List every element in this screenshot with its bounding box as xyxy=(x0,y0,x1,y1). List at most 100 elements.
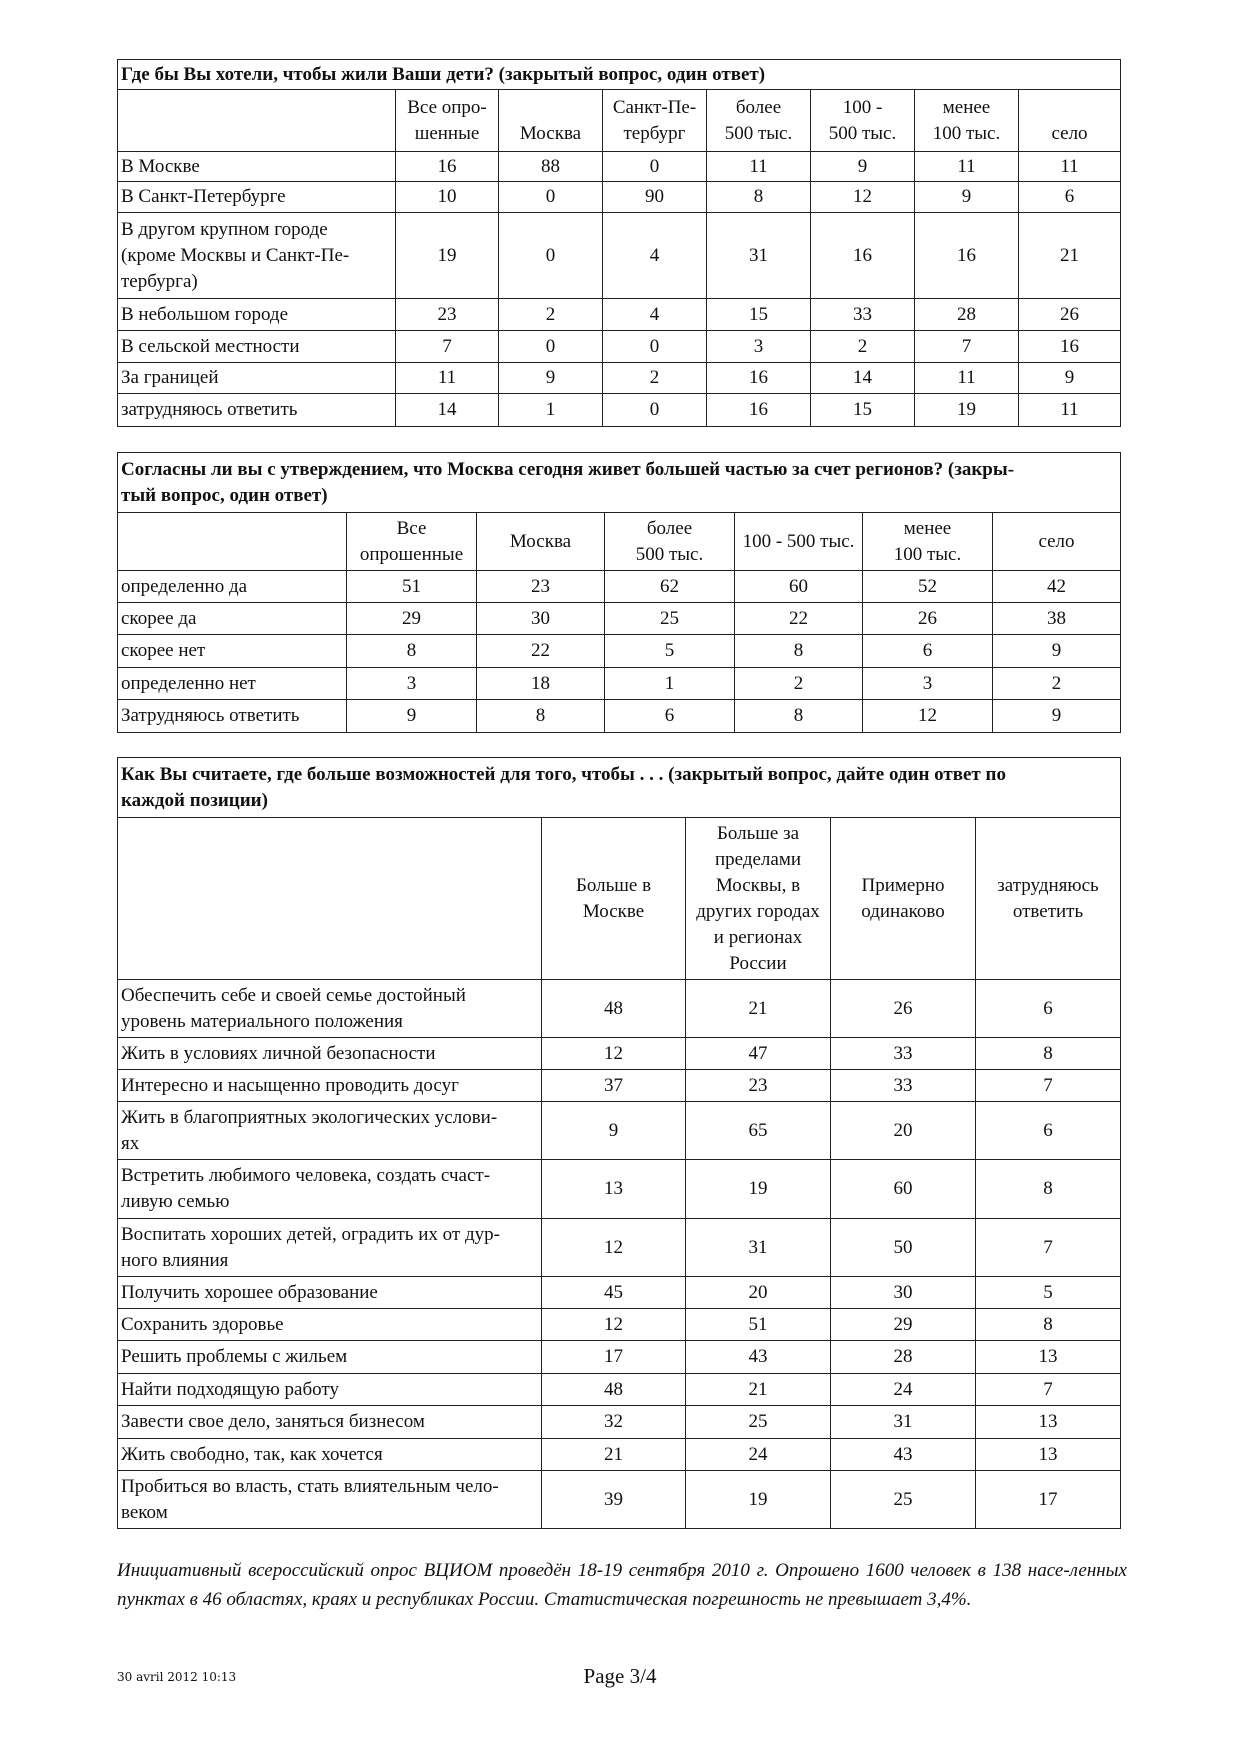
table-title: Согласны ли вы с утверждением, что Москв… xyxy=(117,452,1121,513)
value-cell: 14 xyxy=(395,393,499,427)
value-cell: 3 xyxy=(862,667,993,700)
row-label: Встретить любимого человека, создать сча… xyxy=(117,1159,542,1219)
value-cell: 18 xyxy=(476,667,605,700)
value-cell: 7 xyxy=(395,330,499,363)
value-cell: 31 xyxy=(706,212,811,299)
value-cell: 7 xyxy=(914,330,1019,363)
row-label: определенно да xyxy=(117,570,347,603)
row-label: Затрудняюсь ответить xyxy=(117,699,347,733)
table-row: определенно да 51 23 62 60 52 42 xyxy=(117,570,1121,603)
value-cell: 2 xyxy=(810,330,915,363)
table-row: В сельской местности 7 0 0 3 2 7 16 xyxy=(117,330,1122,363)
row-label: скорее нет xyxy=(117,634,347,668)
value-cell: 9 xyxy=(498,362,603,394)
value-cell: 51 xyxy=(346,570,477,603)
row-label: Найти подходящую работу xyxy=(117,1373,542,1406)
column-header: Больше в Москве xyxy=(541,817,686,980)
value-cell: 48 xyxy=(541,979,686,1038)
survey-table-3: Как Вы считаете, где больше возможностей… xyxy=(116,757,1122,1529)
value-cell: 11 xyxy=(395,362,499,394)
value-cell: 3 xyxy=(706,330,811,363)
value-cell: 42 xyxy=(992,570,1121,603)
value-cell: 0 xyxy=(498,212,603,299)
value-cell: 30 xyxy=(476,602,605,635)
table-row: Встретить любимого человека, создать сча… xyxy=(117,1159,1122,1219)
value-cell: 9 xyxy=(541,1101,686,1160)
value-cell: 50 xyxy=(830,1218,976,1277)
survey-table-1: Где бы Вы хотели, чтобы жили Ваши дети? … xyxy=(116,59,1122,427)
row-label: В Москве xyxy=(117,151,396,182)
column-header: 100 - 500 тыс. xyxy=(810,89,915,152)
row-label: Решить проблемы с жильем xyxy=(117,1340,542,1374)
survey-table-2: Согласны ли вы с утверждением, что Москв… xyxy=(117,452,1121,733)
column-header: Москва xyxy=(476,512,605,571)
value-cell: 6 xyxy=(862,634,993,668)
table-row: затрудняюсь ответить 14 1 0 16 15 19 11 xyxy=(117,393,1122,427)
value-cell: 20 xyxy=(830,1101,976,1160)
column-header: Больше за пределами Москвы, в других гор… xyxy=(685,817,831,980)
table-row: Найти подходящую работу 48 21 24 7 xyxy=(117,1373,1122,1406)
value-cell: 0 xyxy=(602,151,707,182)
value-cell: 21 xyxy=(685,1373,831,1406)
table-row: В Москве 16 88 0 11 9 11 11 xyxy=(117,151,1122,182)
row-label: Получить хорошее образование xyxy=(117,1276,542,1309)
value-cell: 8 xyxy=(734,699,863,733)
column-header: затрудняюсь ответить xyxy=(974,817,1122,980)
value-cell: 8 xyxy=(346,634,477,668)
row-label: Обеспечить себе и своей семье достойный … xyxy=(117,979,542,1038)
table-row: За границей 11 9 2 16 14 11 9 xyxy=(117,362,1122,394)
value-cell: 7 xyxy=(974,1373,1122,1406)
value-cell: 0 xyxy=(498,181,603,213)
value-cell: 6 xyxy=(1017,181,1122,213)
value-cell: 11 xyxy=(1017,393,1122,427)
table-row: Затрудняюсь ответить 9 8 6 8 12 9 xyxy=(117,699,1121,733)
value-cell: 29 xyxy=(346,602,477,635)
table-row: В другом крупном городе (кроме Москвы и … xyxy=(117,212,1122,299)
value-cell: 33 xyxy=(830,1069,976,1102)
table-row: В небольшом городе 23 2 4 15 33 28 26 xyxy=(117,298,1122,331)
table-header-row: Больше в Москве Больше за пределами Москв… xyxy=(117,817,1122,980)
table-title-row: Где бы Вы хотели, чтобы жили Ваши дети? … xyxy=(116,59,1122,90)
row-label: Жить в благоприятных экологических услов… xyxy=(117,1101,542,1160)
column-header: Все опрошенные xyxy=(346,512,477,571)
table-row: определенно нет 3 18 1 2 3 2 xyxy=(117,667,1121,700)
table-row: В Санкт-Петербурге 10 0 90 8 12 9 6 xyxy=(117,181,1122,213)
column-header xyxy=(117,89,396,152)
column-header: село xyxy=(1017,89,1122,152)
value-cell: 26 xyxy=(830,979,976,1038)
value-cell: 5 xyxy=(974,1276,1122,1309)
row-label: Завести свое дело, заняться бизнесом xyxy=(117,1405,542,1439)
value-cell: 12 xyxy=(541,1308,686,1341)
row-label: Воспитать хороших детей, оградить их от … xyxy=(117,1218,542,1277)
table-title-row: Согласны ли вы с утверждением, что Москв… xyxy=(117,452,1121,513)
column-header: более 500 тыс. xyxy=(706,89,811,152)
value-cell: 0 xyxy=(602,330,707,363)
row-label: Сохранить здоровье xyxy=(117,1308,542,1341)
value-cell: 13 xyxy=(974,1340,1122,1374)
value-cell: 0 xyxy=(498,330,603,363)
value-cell: 25 xyxy=(604,602,735,635)
value-cell: 16 xyxy=(914,212,1019,299)
value-cell: 12 xyxy=(810,181,915,213)
value-cell: 26 xyxy=(862,602,993,635)
value-cell: 21 xyxy=(541,1438,686,1471)
value-cell: 2 xyxy=(602,362,707,394)
value-cell: 25 xyxy=(830,1470,976,1529)
table-row: Жить в условиях личной безопасности 12 47 3… xyxy=(117,1037,1122,1070)
table-row: скорее нет 8 22 5 8 6 9 xyxy=(117,634,1121,668)
value-cell: 6 xyxy=(974,1101,1122,1160)
value-cell: 2 xyxy=(734,667,863,700)
value-cell: 20 xyxy=(685,1276,831,1309)
value-cell: 11 xyxy=(1017,151,1122,182)
value-cell: 16 xyxy=(1017,330,1122,363)
value-cell: 21 xyxy=(685,979,831,1038)
value-cell: 6 xyxy=(604,699,735,733)
value-cell: 9 xyxy=(810,151,915,182)
value-cell: 25 xyxy=(685,1405,831,1439)
row-label: За границей xyxy=(117,362,396,394)
value-cell: 24 xyxy=(685,1438,831,1471)
row-label: скорее да xyxy=(117,602,347,635)
value-cell: 16 xyxy=(706,393,811,427)
value-cell: 29 xyxy=(830,1308,976,1341)
value-cell: 43 xyxy=(685,1340,831,1374)
